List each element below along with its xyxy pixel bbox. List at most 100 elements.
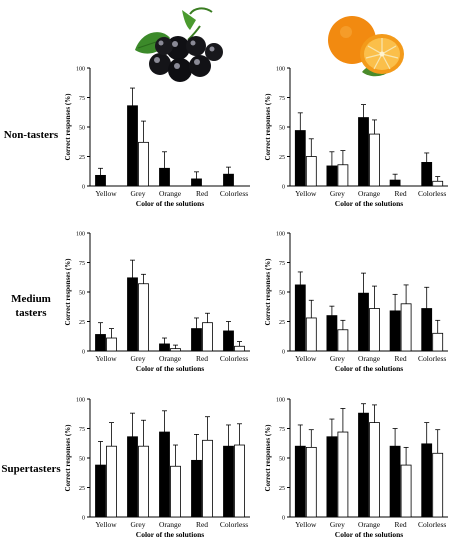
x-tick-label: Colorless (418, 189, 446, 198)
y-tick-label: 100 (76, 232, 85, 238)
row-label-line: Non-tasters (3, 129, 59, 141)
y-tick-label: 0 (82, 350, 85, 356)
x-tick-label: Red (395, 189, 407, 198)
bar-black (95, 334, 106, 352)
x-tick-label: Grey (330, 520, 345, 529)
bar-black (159, 343, 170, 352)
bar-white (369, 422, 380, 518)
x-tick-label: Colorless (220, 520, 248, 529)
x-tick-label: Red (196, 520, 208, 529)
x-tick-label: Orange (159, 354, 182, 363)
chart-panel-supertasters-orange: 0 25 50 75 100 Correct responses (%) Yellow Gre… (264, 398, 448, 539)
row-label-supertasters: Supertasters (0, 462, 62, 476)
bar-black (223, 173, 234, 187)
y-tick-label: 50 (279, 126, 285, 132)
x-tick-label: Grey (131, 520, 146, 529)
bar-white (369, 308, 380, 352)
y-axis-label: Correct responses (%) (64, 424, 72, 492)
x-tick-label: Red (196, 354, 208, 363)
x-tick-label: Orange (358, 520, 381, 529)
bar-black (421, 308, 433, 352)
bar-white (337, 329, 349, 352)
bar-white (337, 164, 349, 187)
x-tick-label: Orange (358, 354, 381, 363)
bar-black (389, 445, 401, 518)
y-tick-label: 50 (79, 291, 85, 297)
y-tick-label: 25 (79, 155, 85, 161)
bar-black (95, 464, 106, 518)
bar-white (400, 303, 412, 352)
bar-black (127, 436, 138, 518)
bar-black (326, 315, 338, 352)
y-tick-label: 50 (279, 457, 285, 463)
y-tick-label: 100 (276, 67, 285, 73)
x-axis-label: Color of the solutions (335, 364, 403, 373)
bar-black (294, 445, 306, 518)
x-tick-label: Red (395, 354, 407, 363)
y-tick-label: 75 (79, 427, 85, 433)
bar-black (326, 436, 338, 518)
x-tick-label: Colorless (220, 189, 248, 198)
bar-white (138, 445, 149, 518)
x-tick-label: Grey (131, 354, 146, 363)
y-tick-label: 25 (279, 320, 285, 326)
x-tick-label: Yellow (95, 189, 117, 198)
bar-white (170, 348, 181, 352)
y-tick-label: 0 (82, 185, 85, 191)
bar-white (138, 283, 149, 352)
y-tick-label: 25 (79, 320, 85, 326)
bar-black (358, 117, 369, 187)
bar-black (389, 179, 401, 187)
y-tick-label: 25 (279, 155, 285, 161)
bar-black (421, 443, 433, 518)
bar-black (223, 445, 234, 518)
y-tick-label: 75 (279, 261, 285, 267)
y-tick-label: 0 (282, 185, 285, 191)
y-axis-label: Correct responses (%) (264, 424, 272, 492)
x-axis-label: Color of the solutions (335, 530, 403, 539)
chart-panel-supertasters-blackcurrant: 0 25 50 75 100 Correct responses (%) Yellow Gre… (64, 398, 250, 539)
y-tick-label: 100 (76, 67, 85, 73)
x-axis-label: Color of the solutions (335, 199, 403, 208)
x-tick-label: Colorless (220, 354, 248, 363)
bar-white (234, 444, 245, 518)
x-tick-label: Grey (330, 189, 345, 198)
y-tick-label: 50 (79, 457, 85, 463)
bar-black (191, 178, 202, 187)
bar-white (170, 465, 181, 518)
x-axis-label: Color of the solutions (136, 199, 204, 208)
bar-white (202, 439, 213, 518)
y-tick-label: 100 (276, 232, 285, 238)
chart-panel-medium-tasters-blackcurrant: 0 25 50 75 100 Correct responses (%) Yellow Gre… (64, 232, 250, 373)
y-tick-label: 75 (79, 261, 85, 267)
bar-black (389, 310, 401, 352)
chart-panel-non-tasters-orange: 0 25 50 75 100 Correct responses (%) Yellow Gre… (264, 67, 448, 208)
bar-white (234, 345, 245, 352)
y-axis-label: Correct responses (%) (264, 93, 272, 161)
bar-white (305, 156, 317, 187)
y-tick-label: 75 (279, 96, 285, 102)
x-tick-label: Colorless (418, 354, 446, 363)
bar-white (400, 464, 412, 518)
bar-white (432, 452, 444, 518)
x-tick-label: Yellow (295, 354, 317, 363)
bar-black (223, 330, 234, 352)
x-tick-label: Colorless (418, 520, 446, 529)
bar-white (138, 141, 149, 187)
row-label-non-tasters: Non-tasters (0, 128, 62, 142)
bar-black (358, 412, 369, 518)
y-tick-label: 50 (279, 291, 285, 297)
bar-black (294, 284, 306, 352)
bar-white (432, 180, 444, 187)
y-tick-label: 100 (276, 398, 285, 404)
y-tick-label: 75 (279, 427, 285, 433)
row-label-line: tasters (15, 307, 47, 319)
x-tick-label: Orange (159, 189, 182, 198)
x-tick-label: Yellow (95, 354, 117, 363)
y-tick-label: 100 (76, 398, 85, 404)
orange-icon (328, 16, 404, 77)
x-axis-label: Color of the solutions (136, 530, 204, 539)
bar-black (127, 105, 138, 187)
